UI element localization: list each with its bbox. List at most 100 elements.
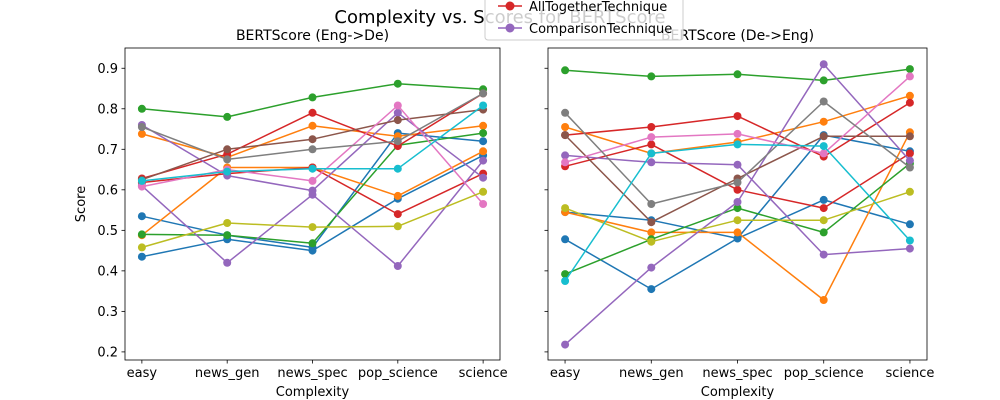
- data-point-14-0: [561, 277, 570, 285]
- data-point-2-4: [479, 121, 488, 130]
- data-point-8-3: [393, 108, 402, 117]
- x-tick-label: news_gen: [195, 366, 260, 381]
- data-point-9-3: [393, 262, 402, 270]
- y-tick-label: 0.6: [97, 183, 118, 198]
- data-point-13-0: [561, 204, 570, 213]
- data-point-11-3: [819, 149, 828, 158]
- data-point-7-1: [647, 123, 656, 131]
- data-point-14-2: [308, 164, 317, 173]
- data-point-0-4: [905, 220, 914, 229]
- data-point-10-1: [223, 145, 232, 154]
- chart-de-eng: BERTScore (De->Eng) easy news_gen news_spec…: [544, 28, 934, 400]
- data-point-0-0: [137, 252, 146, 261]
- data-point-5-2: [733, 204, 742, 213]
- chart-title-de-eng: BERTScore (De->Eng): [661, 28, 814, 44]
- data-point-0-1: [647, 285, 656, 294]
- data-point-14-1: [647, 149, 656, 158]
- data-point-5-3: [819, 228, 828, 237]
- data-point-1-0: [137, 212, 146, 221]
- x-tick-label: pop_science: [358, 366, 438, 381]
- data-point-10-1: [647, 218, 656, 227]
- data-point-5-2: [308, 239, 317, 248]
- data-point-12-1: [647, 200, 656, 208]
- data-point-14-0: [137, 176, 146, 185]
- data-point-9-2: [308, 190, 317, 199]
- data-point-14-4: [479, 101, 488, 110]
- data-point-4-3: [393, 79, 402, 88]
- x-tick-label: science: [885, 366, 934, 381]
- data-point-13-2: [308, 223, 317, 232]
- data-point-12-0: [561, 108, 570, 117]
- data-point-8-3: [819, 60, 828, 69]
- data-point-14-3: [393, 164, 402, 173]
- data-point-3-3: [819, 296, 828, 304]
- data-point-10-3: [393, 116, 402, 125]
- legend-label-alltogether: AllTogetherTechnique: [529, 0, 667, 15]
- data-point-2-3: [819, 117, 828, 126]
- data-point-13-4: [905, 187, 914, 196]
- data-point-8-4: [479, 173, 488, 182]
- data-point-3-4: [479, 147, 488, 156]
- x-tick-label: news_gen: [619, 366, 684, 381]
- x-tick-label: easy: [127, 366, 158, 381]
- data-point-4-0: [561, 66, 570, 75]
- x-axis-label-de-eng: Complexity: [701, 385, 775, 400]
- data-point-13-3: [393, 222, 402, 231]
- data-point-14-2: [733, 140, 742, 149]
- legend-marker-alltogether: [505, 1, 515, 11]
- data-point-12-1: [223, 155, 232, 164]
- x-tick-label: easy: [550, 366, 581, 381]
- data-point-4-2: [308, 93, 317, 102]
- data-point-10-0: [561, 131, 570, 140]
- data-point-4-3: [819, 76, 828, 85]
- data-point-6-3: [819, 204, 828, 213]
- data-point-8-4: [905, 156, 914, 165]
- y-tick-label: 0.9: [97, 62, 118, 77]
- y-tick-label: 0.5: [97, 224, 118, 239]
- data-point-8-2: [733, 198, 742, 206]
- data-point-2-2: [308, 121, 317, 130]
- data-point-11-4: [479, 200, 488, 208]
- data-point-6-2: [308, 108, 317, 117]
- data-point-11-2: [733, 129, 742, 138]
- data-point-6-1: [647, 140, 656, 149]
- y-axis-label-eng-de: Score: [74, 186, 89, 222]
- chart-eng-de: BERTScore (Eng->De) easy news_gen news_spec…: [74, 28, 508, 400]
- data-point-0-3: [819, 195, 828, 204]
- data-point-12-4: [479, 89, 488, 98]
- y-tick-label: 0.3: [97, 305, 118, 320]
- data-point-2-4: [905, 91, 914, 100]
- data-point-11-1: [647, 133, 656, 142]
- data-point-11-4: [905, 72, 914, 81]
- data-point-12-0: [137, 123, 146, 131]
- data-point-4-2: [733, 70, 742, 79]
- data-point-1-4: [479, 137, 488, 146]
- data-point-3-3: [393, 191, 402, 200]
- data-point-13-1: [647, 237, 656, 246]
- chart-title-eng-de: BERTScore (Eng->De): [236, 28, 389, 44]
- data-point-12-4: [905, 163, 914, 172]
- data-point-8-1: [647, 263, 656, 272]
- y-tick-label: 0.2: [97, 345, 118, 360]
- y-tick-label: 0.8: [97, 102, 118, 117]
- data-point-5-0: [137, 230, 146, 239]
- data-point-6-4: [905, 149, 914, 158]
- x-tick-label: news_spec: [702, 366, 772, 381]
- x-tick-label: science: [459, 366, 508, 381]
- data-point-8-0: [561, 340, 570, 349]
- data-point-5-1: [223, 231, 232, 240]
- data-point-0-0: [561, 235, 570, 244]
- data-point-13-0: [137, 243, 146, 252]
- data-point-9-1: [647, 158, 656, 167]
- data-point-7-4: [905, 98, 914, 107]
- y-tick-label: 0.7: [97, 143, 118, 158]
- data-point-11-2: [308, 176, 317, 185]
- data-point-7-3: [393, 210, 402, 219]
- data-point-9-1: [223, 258, 232, 267]
- data-point-13-1: [223, 219, 232, 227]
- data-point-4-1: [223, 112, 232, 121]
- data-point-5-4: [479, 129, 488, 138]
- data-point-12-3: [393, 137, 402, 146]
- data-point-9-4: [905, 244, 914, 253]
